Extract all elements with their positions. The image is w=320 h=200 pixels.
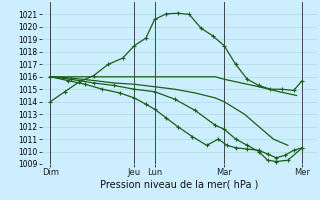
X-axis label: Pression niveau de la mer( hPa ): Pression niveau de la mer( hPa ) [100, 180, 258, 190]
